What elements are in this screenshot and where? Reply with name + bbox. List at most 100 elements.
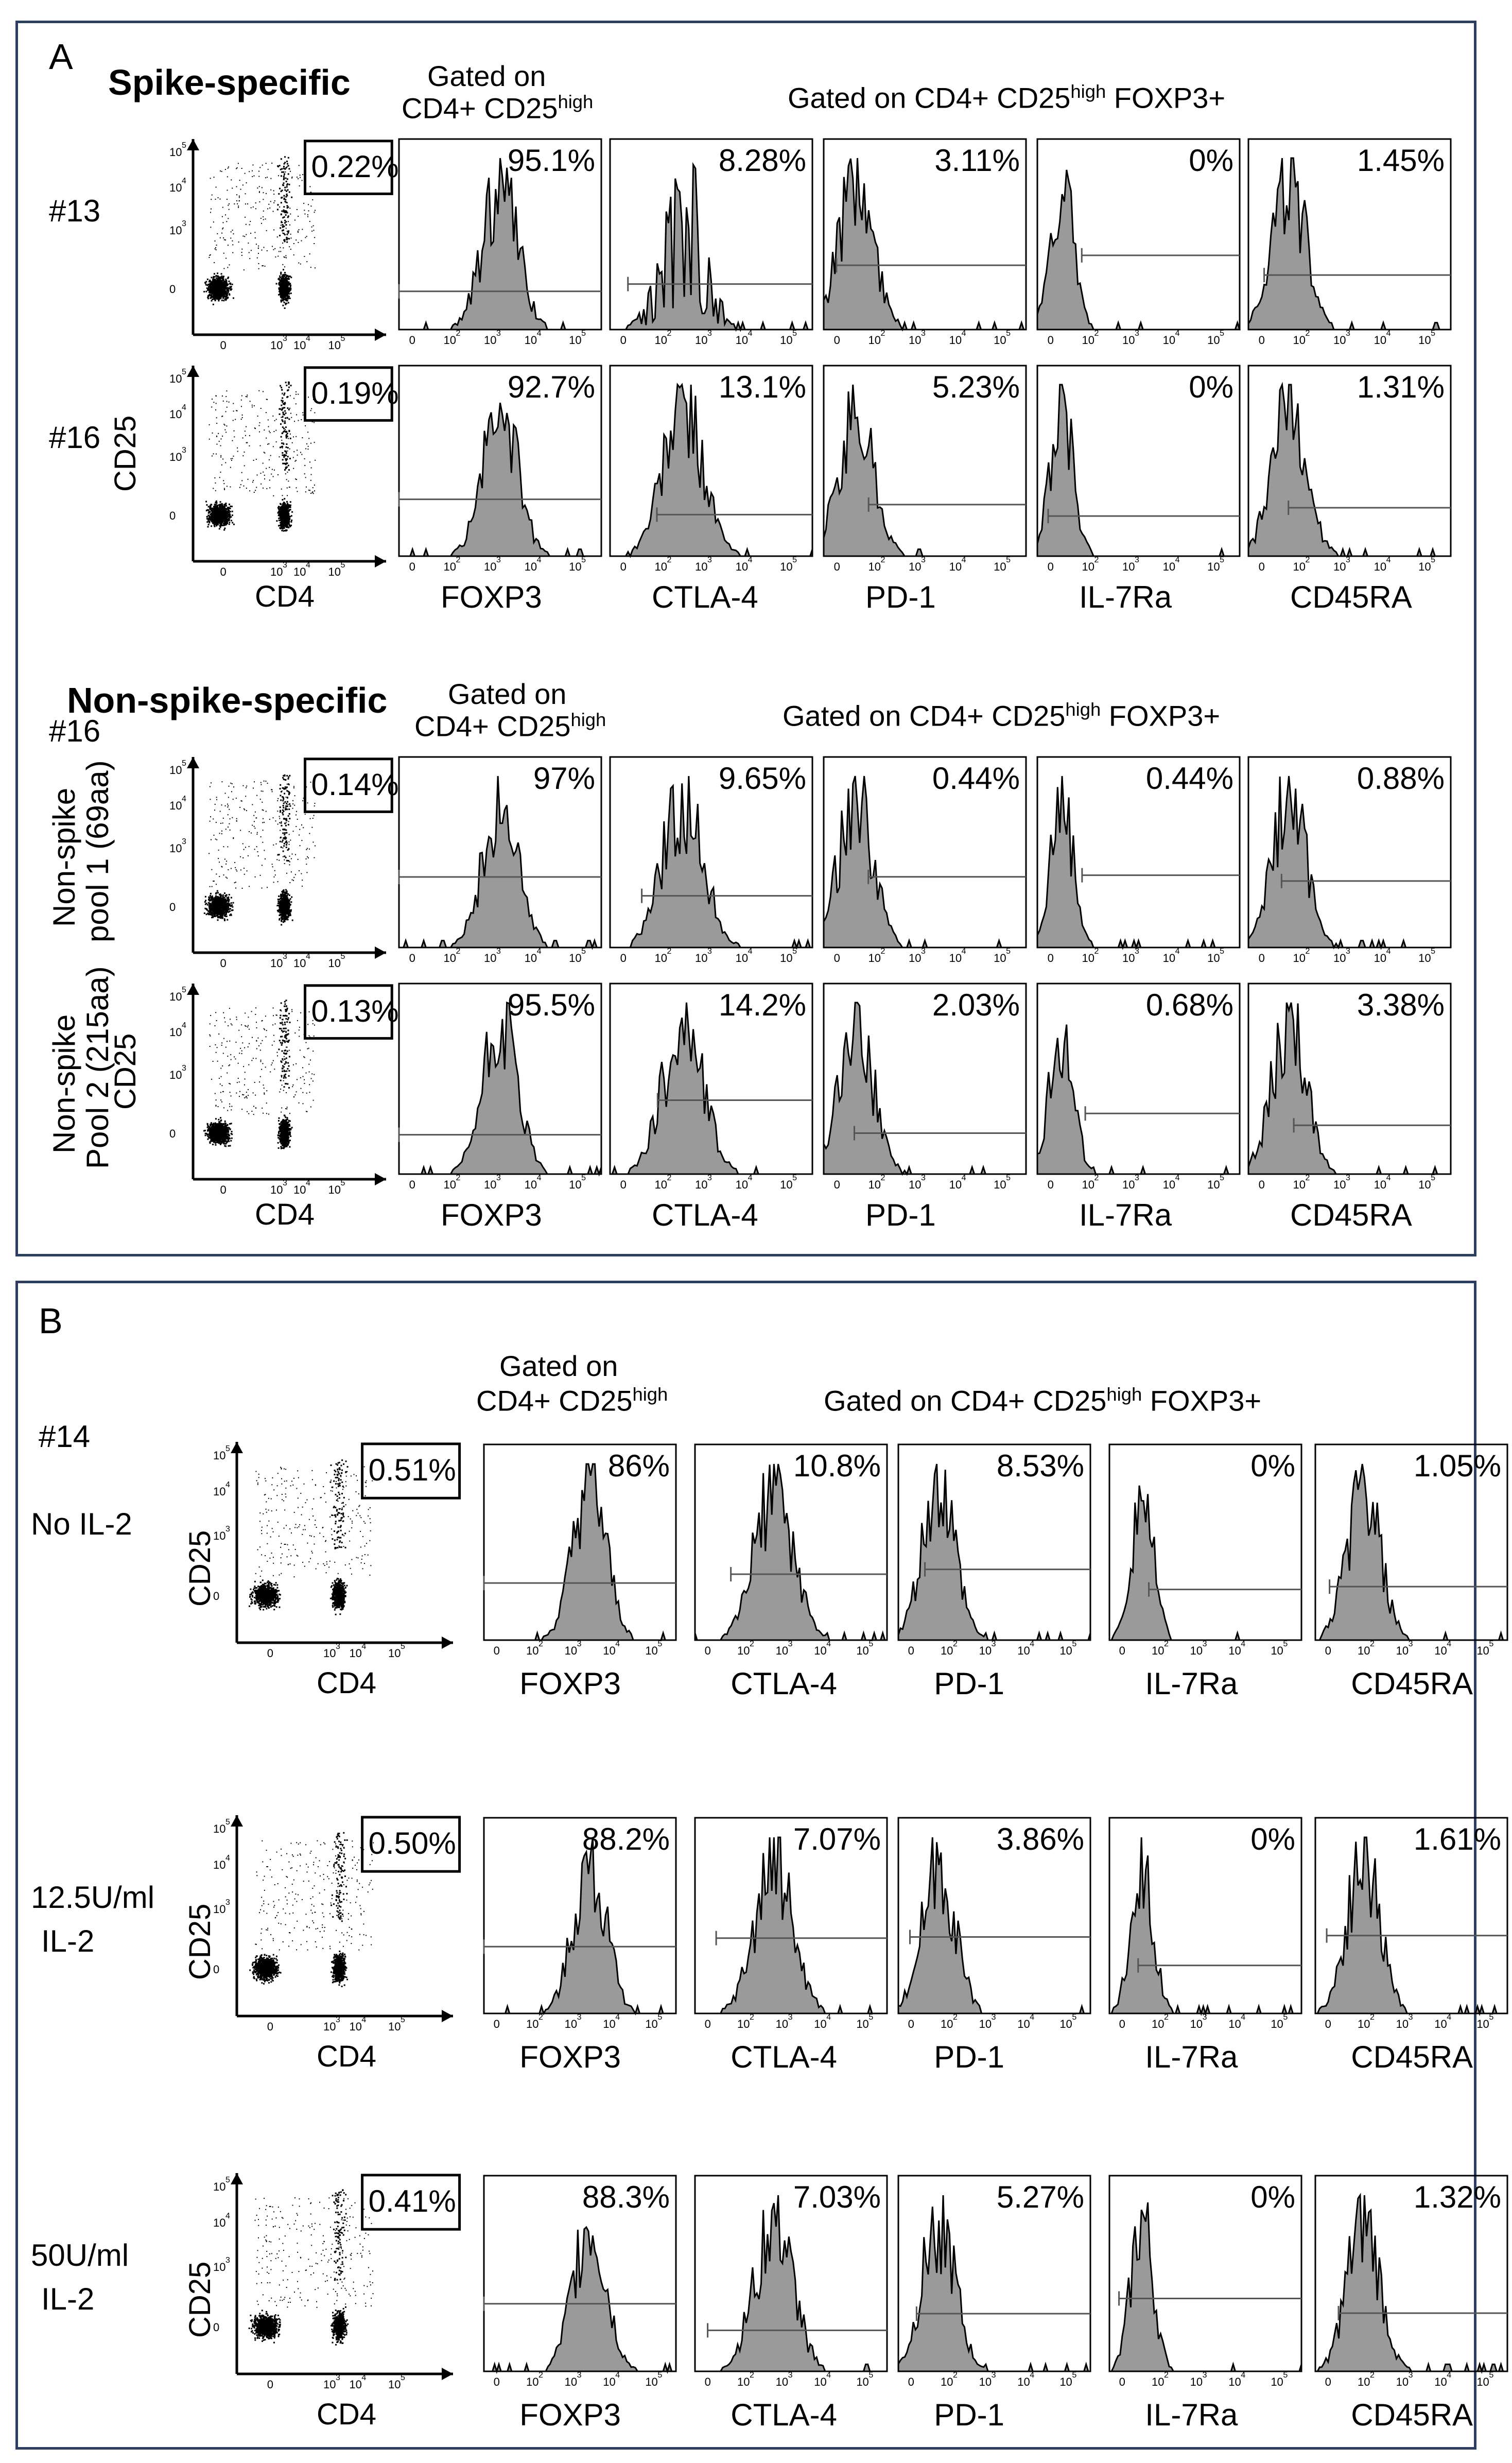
x-tick-exp: 4 bbox=[306, 561, 310, 570]
histogram bbox=[1314, 2175, 1508, 2374]
hist-x-tick: 10 bbox=[1293, 560, 1306, 573]
hist-x-tick: 0 bbox=[1119, 2375, 1125, 2388]
hist-x-tick: 10 bbox=[1293, 952, 1306, 964]
hist-x-exp: 4 bbox=[1447, 2371, 1452, 2380]
marker-label: PD-1 bbox=[934, 2040, 1004, 2074]
row-label: #16 bbox=[49, 420, 101, 455]
hist-x-tick: 0 bbox=[908, 2375, 914, 2388]
histogram bbox=[823, 365, 1027, 557]
histogram bbox=[1108, 1817, 1302, 2017]
hist-x-exp: 2 bbox=[1305, 329, 1310, 338]
event-dots bbox=[248, 2189, 374, 2346]
hist-x-tick: 10 bbox=[994, 560, 1006, 573]
hist-x-exp: 2 bbox=[667, 556, 672, 564]
hist-x-exp: 4 bbox=[961, 1174, 966, 1182]
hist-x-tick: 10 bbox=[695, 1178, 708, 1191]
histogram bbox=[609, 983, 813, 1175]
histogram bbox=[1314, 1817, 1508, 2017]
hist-x-tick: 10 bbox=[1207, 952, 1220, 964]
hist-x-tick: 10 bbox=[654, 560, 667, 573]
marker-label: CD45RA bbox=[1290, 580, 1412, 614]
y-axis-arrow bbox=[187, 366, 199, 377]
dot-plot bbox=[187, 139, 393, 341]
y-axis-label: CD25 bbox=[183, 1530, 217, 1607]
hist-x-tick: 10 bbox=[994, 1178, 1006, 1191]
gated-label-2: CD4+ CD25high bbox=[476, 1385, 668, 1416]
hist-x-exp: 4 bbox=[1386, 947, 1391, 956]
hist-x-tick: 10 bbox=[564, 1644, 578, 1657]
gate-box bbox=[304, 140, 393, 195]
gated-label-fox-sup: high bbox=[1106, 1384, 1142, 1405]
hist-x-exp: 2 bbox=[456, 329, 461, 338]
marker-percent: 1.31% bbox=[1357, 370, 1445, 404]
hist-x-tick: 10 bbox=[1122, 1178, 1135, 1191]
marker-label: CD45RA bbox=[1351, 2398, 1473, 2432]
x-tick-label: 0 bbox=[267, 2020, 274, 2033]
y-tick-label: 10 bbox=[169, 990, 182, 1004]
hist-x-tick: 10 bbox=[1059, 1644, 1072, 1657]
y-tick-exp: 5 bbox=[225, 1817, 230, 1827]
hist-x-exp: 4 bbox=[615, 2371, 620, 2380]
hist-trace bbox=[897, 1463, 1091, 1641]
x-tick-label: 10 bbox=[270, 1183, 283, 1196]
hist-trace bbox=[695, 1836, 887, 2014]
gated-label-fox: Gated on CD4+ CD25high FOXP3+ bbox=[788, 82, 1225, 113]
hist-x-tick: 10 bbox=[1228, 2018, 1241, 2030]
gate-box bbox=[361, 1442, 461, 1500]
hist-x-tick: 10 bbox=[1162, 1178, 1176, 1191]
hist-x-exp: 3 bbox=[1135, 329, 1139, 338]
x-tick-exp: 3 bbox=[336, 2373, 340, 2382]
hist-x-tick: 10 bbox=[645, 2375, 658, 2388]
x-tick-label: 10 bbox=[388, 2020, 401, 2033]
marker-label: CD45RA bbox=[1351, 2040, 1473, 2074]
x-axis-label: CD4 bbox=[317, 1666, 377, 1700]
marker-label: CTLA-4 bbox=[652, 580, 758, 614]
hist-x-exp: 5 bbox=[1006, 329, 1011, 338]
hist-x-exp: 4 bbox=[826, 1640, 831, 1648]
dot-plot bbox=[231, 2173, 461, 2380]
hist-x-exp: 4 bbox=[1386, 1174, 1391, 1182]
dot-plot-svg bbox=[187, 366, 393, 567]
gated-label-fox-base: Gated on CD4+ CD25 bbox=[783, 699, 1066, 732]
hist-trace bbox=[1315, 1463, 1507, 1641]
marker-percent: 5.27% bbox=[996, 2180, 1084, 2214]
hist-x-exp: 4 bbox=[961, 947, 966, 956]
hist-x-tick: 10 bbox=[735, 1178, 749, 1191]
x-tick-label: 0 bbox=[220, 1183, 227, 1196]
marker-label: IL-7Ra bbox=[1145, 2040, 1238, 2074]
marker-label: CD45RA bbox=[1351, 1666, 1473, 1701]
dot-plot-svg bbox=[231, 1442, 461, 1649]
hist-x-tick: 10 bbox=[737, 1644, 750, 1657]
hist-trace bbox=[1109, 2202, 1302, 2372]
hist-x-exp: 2 bbox=[1370, 2371, 1375, 2380]
hist-x-tick: 10 bbox=[1082, 560, 1094, 573]
hist-x-tick: 0 bbox=[1258, 952, 1265, 964]
dot-plot bbox=[187, 757, 393, 959]
marker-label: CTLA-4 bbox=[731, 2398, 838, 2432]
hist-x-tick: 10 bbox=[1207, 334, 1220, 347]
hist-x-tick: 10 bbox=[443, 334, 456, 347]
panel-b-label: B bbox=[39, 1301, 63, 1341]
marker-label: CTLA-4 bbox=[731, 2040, 838, 2074]
hist-trace bbox=[484, 1463, 676, 1641]
gated-label-fox-sup: high bbox=[1065, 699, 1101, 720]
gated-label-2-base: CD4+ CD25 bbox=[476, 1384, 633, 1417]
x-tick-label: 10 bbox=[323, 1647, 336, 1660]
hist-x-tick: 10 bbox=[484, 1178, 497, 1191]
hist-x-exp: 3 bbox=[1346, 556, 1350, 564]
marker-label: PD-1 bbox=[934, 1666, 1004, 1701]
hist-x-exp: 2 bbox=[880, 329, 885, 338]
y-tick-exp: 5 bbox=[182, 759, 186, 768]
marker-percent: 10.8% bbox=[793, 1449, 881, 1483]
hist-x-exp: 3 bbox=[1346, 947, 1350, 956]
histogram bbox=[897, 1817, 1091, 2014]
y-tick-label: 10 bbox=[213, 2216, 226, 2229]
hist-x-exp: 2 bbox=[1164, 2371, 1169, 2380]
hist-x-tick: 0 bbox=[704, 1644, 711, 1657]
hist-x-tick: 10 bbox=[856, 1644, 869, 1657]
x-tick-exp: 5 bbox=[340, 952, 345, 961]
gate-box bbox=[361, 2174, 461, 2231]
histogram bbox=[897, 1443, 1091, 1641]
marker-percent: 13.1% bbox=[718, 370, 806, 404]
